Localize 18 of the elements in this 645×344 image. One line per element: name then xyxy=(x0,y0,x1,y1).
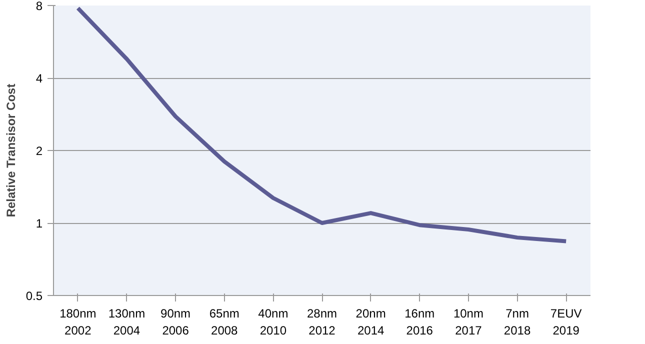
x-tick-label: 16nm 2016 xyxy=(404,306,435,338)
y-tick-label: 0.5 xyxy=(26,289,43,303)
y-axis-title: Relative Transisor Cost xyxy=(4,84,18,218)
y-tick-label: 2 xyxy=(36,144,43,158)
line-series xyxy=(76,6,568,244)
x-tick-label: 20nm 2014 xyxy=(356,306,386,338)
x-tick-label: 40nm 2010 xyxy=(258,306,288,338)
y-tick-label: 8 xyxy=(36,0,43,13)
x-tick-label: 7EUV 2019 xyxy=(550,306,582,338)
x-tick-label: 65nm 2008 xyxy=(209,306,240,338)
y-tick-label: 1 xyxy=(36,216,43,230)
x-tick-label: 7nm 2018 xyxy=(504,306,531,338)
x-tick-label: 180nm 2002 xyxy=(60,306,96,338)
x-tick-label: 90nm 2006 xyxy=(160,306,191,338)
y-tick-label: 4 xyxy=(36,72,43,86)
x-tick-label: 10nm 2017 xyxy=(453,306,484,338)
x-tick-label: 130nm 2004 xyxy=(108,306,146,338)
x-tick-label: 28nm 2012 xyxy=(306,306,338,338)
